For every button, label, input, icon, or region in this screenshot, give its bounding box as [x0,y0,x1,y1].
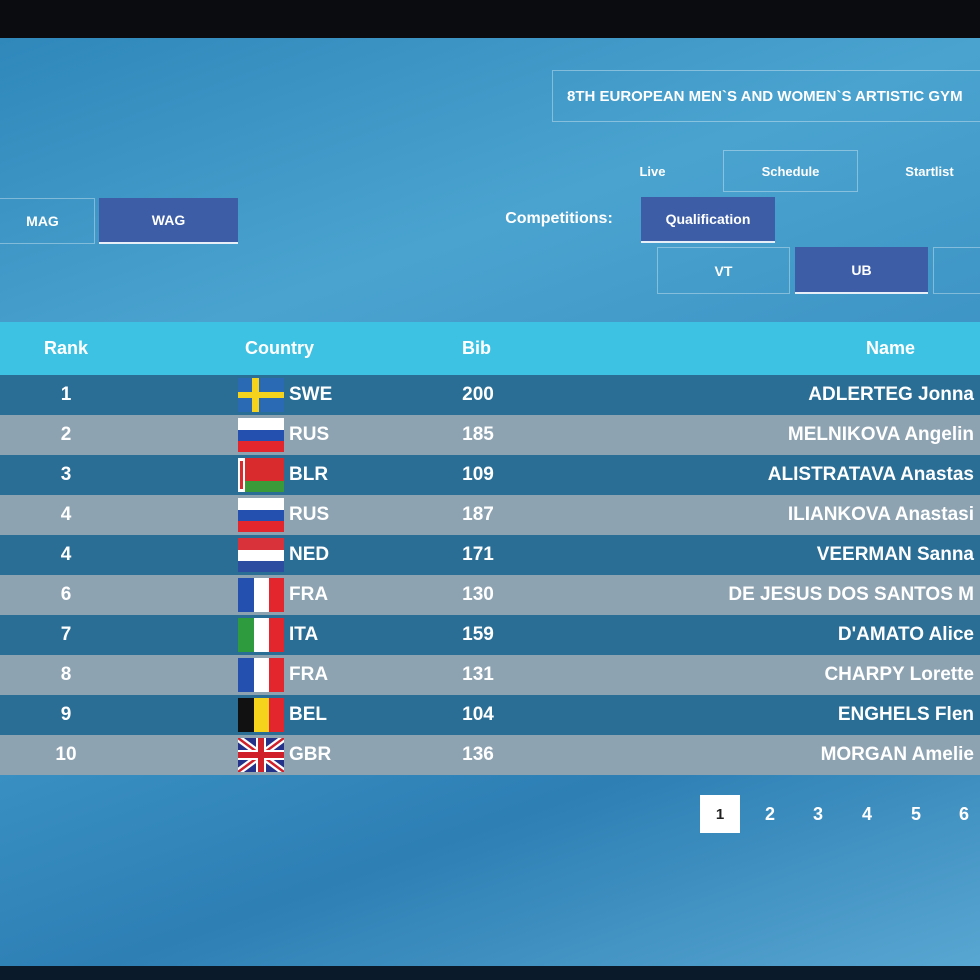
bezel [0,966,980,980]
discipline-button[interactable]: WAG [99,198,238,244]
name: ILIANKOVA Anastasi [787,504,974,525]
country-code: FRA [289,584,329,605]
bib: 185 [462,424,494,445]
rank: 2 [60,424,72,445]
page-button[interactable]: 2 [764,803,775,824]
flag [238,378,284,412]
table-row[interactable]: 4 NED 171 VEERMAN Sanna [0,535,980,575]
name: CHARPY Lorette [824,664,974,685]
column-header: Rank [44,338,89,358]
name: MELNIKOVA Angelin [787,424,974,445]
name: ENGHELS Flen [837,704,974,725]
country-code: BEL [289,704,327,725]
column-header: Country [245,338,314,358]
table-row[interactable]: 10 GBR 136 MORGAN Amelie [0,735,980,775]
nav-tab[interactable]: Live [639,163,666,179]
rank: 3 [60,464,72,485]
bib: 104 [462,704,494,725]
competition-button[interactable]: Qualification [641,197,775,243]
name: DE JESUS DOS SANTOS M [728,584,974,605]
rank: 7 [60,624,72,645]
flag [238,458,284,492]
country-code: SWE [289,384,333,405]
bib: 171 [462,544,494,565]
discipline-button[interactable]: MAG [0,198,95,244]
flag [238,618,284,652]
rank: 4 [60,504,72,525]
flag [238,418,284,452]
rank: 8 [60,664,72,685]
column-header: Name [866,338,916,358]
name: D'AMATO Alice [837,624,974,645]
column-header: Bib [462,338,491,358]
event-title: 8TH EUROPEAN MEN`S AND WOMEN`S ARTISTIC … [552,70,980,122]
bib: 131 [462,664,494,685]
country-code: FRA [289,664,329,685]
name: ADLERTEG Jonna [808,384,974,405]
page-button[interactable]: 4 [861,803,872,824]
flag [238,698,284,732]
rank: 9 [60,704,72,725]
page-button[interactable]: 6 [958,803,969,824]
flag [238,578,284,612]
bib: 200 [462,384,494,405]
nav-tab[interactable]: Startlist [905,163,954,179]
table-row[interactable]: 9 BEL 104 ENGHELS Flen [0,695,980,735]
country-code: BLR [289,464,329,485]
name: ALISTRATAVA Anastas [767,464,974,485]
country-code: RUS [289,504,330,525]
name: MORGAN Amelie [820,744,974,765]
bib: 187 [462,504,494,525]
apparatus-button[interactable]: VT [657,247,790,294]
name: VEERMAN Sanna [816,544,974,565]
country-code: GBR [289,744,332,765]
table-row[interactable]: 6 FRA 130 DE JESUS DOS SANTOS M [0,575,980,615]
table-header: Rank Country Bib Name [0,322,980,375]
apparatus-button[interactable]: UB [795,247,928,294]
rank: 1 [60,384,72,405]
table-row[interactable]: 3 BLR 109 ALISTRATAVA Anastas [0,455,980,495]
table-row[interactable]: 2 RUS 185 MELNIKOVA Angelin [0,415,980,455]
nav-tab[interactable]: Schedule [723,150,858,192]
bib: 159 [462,624,494,645]
table-row[interactable]: 4 RUS 187 ILIANKOVA Anastasi [0,495,980,535]
bib: 136 [462,744,494,765]
country-code: NED [289,544,330,565]
flag [238,498,284,532]
rank: 6 [60,584,72,605]
bezel [0,0,980,38]
page-button[interactable]: 5 [910,803,921,824]
flag [238,538,284,572]
competitions-label: Competitions: [505,210,613,227]
flag [238,738,284,772]
bib: 109 [462,464,494,485]
page-button[interactable]: 1 [700,795,740,833]
flag [238,658,284,692]
bib: 130 [462,584,494,605]
rank: 10 [55,744,77,765]
table-row[interactable]: 7 ITA 159 D'AMATO Alice [0,615,980,655]
rank: 4 [60,544,72,565]
country-code: ITA [289,624,319,645]
table-row[interactable]: 8 FRA 131 CHARPY Lorette [0,655,980,695]
apparatus-button[interactable] [933,247,980,294]
table-row[interactable]: 1 SWE 200 ADLERTEG Jonna [0,375,980,415]
page-button[interactable]: 3 [812,803,823,824]
country-code: RUS [289,424,330,445]
